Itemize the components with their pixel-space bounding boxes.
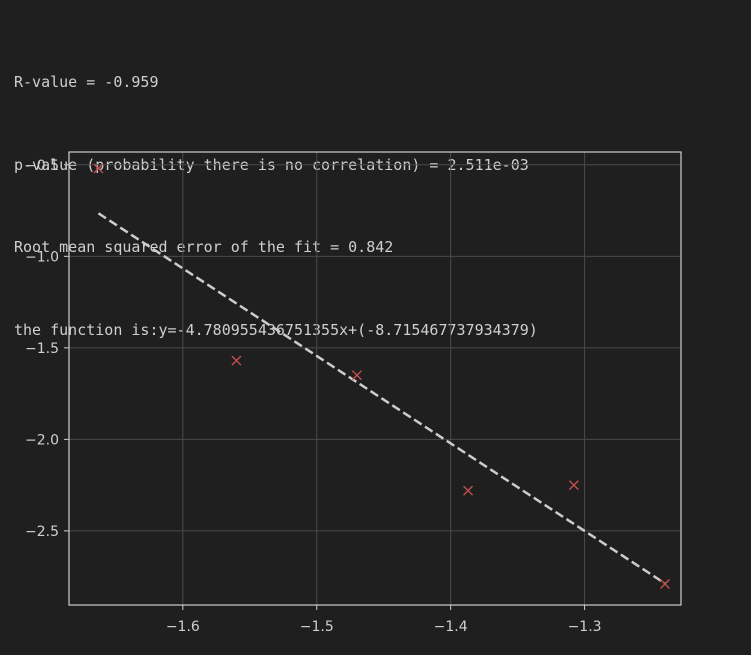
x-tick-label: −1.5: [300, 619, 334, 635]
y-tick-label: −2.0: [25, 432, 59, 448]
data-point-marker: [93, 163, 104, 174]
x-tick-label: −1.3: [568, 619, 602, 635]
data-point-marker: [231, 355, 242, 366]
r-value-line: R-value = -0.959: [14, 73, 159, 91]
fit-line: [97, 212, 666, 585]
data-point-marker: [568, 480, 579, 491]
x-tick-label: −1.4: [434, 619, 468, 635]
axes-frame: [68, 151, 682, 606]
data-point-marker: [351, 370, 362, 381]
data-points: [93, 163, 670, 589]
y-tick-label: −1.0: [25, 249, 59, 265]
data-point-marker: [463, 485, 474, 496]
data-point-marker: [659, 578, 670, 589]
axis-ticks: −1.6 −1.5 −1.4 −1.3 −0.5 −1.0 −1.5 −2.0 −2.5: [25, 158, 602, 635]
y-tick-label: −1.5: [25, 341, 59, 357]
grid-lines: [69, 152, 681, 605]
y-tick-label: −2.5: [25, 524, 59, 540]
y-tick-label: −0.5: [25, 158, 59, 174]
rmse-line: Root mean squared error of the fit = 0.8…: [14, 238, 394, 256]
function-line: the function is:y=-4.780955436751355x+(-…: [14, 320, 538, 339]
fit-line-layer: [97, 212, 666, 585]
x-tick-label: −1.6: [166, 619, 200, 635]
